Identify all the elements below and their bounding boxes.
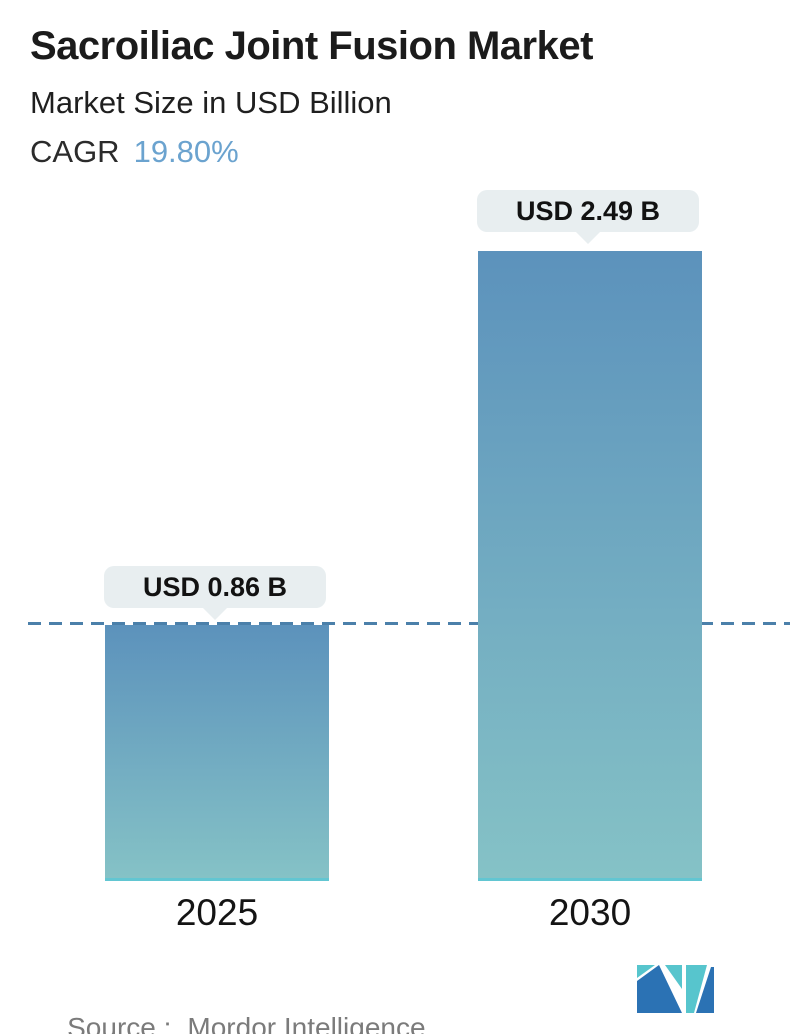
chart-title: Sacroiliac Joint Fusion Market — [30, 24, 593, 68]
mordor-intelligence-logo — [637, 965, 714, 1013]
bar-2025 — [105, 625, 329, 881]
x-axis-label-2030: 2030 — [548, 892, 632, 933]
x-axis-label-2025: 2025 — [175, 892, 259, 933]
source-attribution: Source : Mordor Intelligence — [36, 980, 426, 1034]
source-value: Mordor Intelligence — [187, 1012, 426, 1034]
cagr-label: CAGR — [30, 134, 120, 169]
cagr-value: 19.80% — [133, 134, 239, 169]
reference-line — [28, 622, 790, 625]
value-label-2025-text: USD 0.86 B — [142, 572, 288, 602]
value-label-tail — [575, 231, 601, 244]
value-label-2030: USD 2.49 B — [477, 190, 699, 244]
chart-subtitle: Market Size in USD Billion — [30, 85, 392, 120]
source-label: Source : — [67, 1012, 172, 1034]
value-label-tail — [202, 607, 228, 620]
value-label-2025: USD 0.86 B — [104, 566, 326, 620]
value-label-2030-text: USD 2.49 B — [515, 196, 661, 226]
cagr-row: CAGR 19.80% — [30, 134, 239, 170]
bar-2030 — [478, 251, 702, 881]
